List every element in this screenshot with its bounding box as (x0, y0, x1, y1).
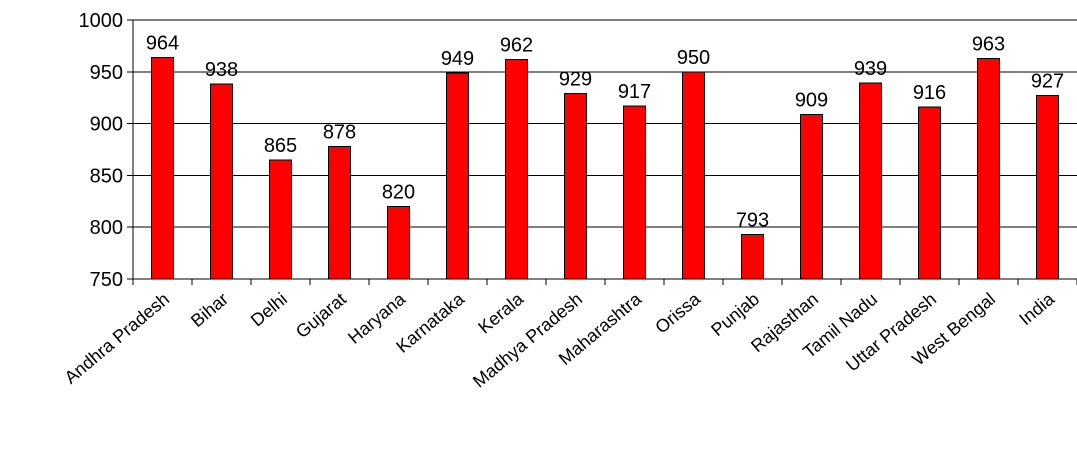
data-label-haryana: 820 (382, 181, 415, 203)
data-label-madhya-pradesh: 929 (559, 69, 592, 91)
data-label-karnataka: 949 (441, 48, 474, 70)
category-label-india: India (1015, 288, 1059, 329)
category-label-gujarat: Gujarat (292, 289, 350, 342)
bar-maharashtra (623, 105, 646, 280)
category-label-delhi: Delhi (247, 289, 291, 331)
y-tick-label-950: 950 (90, 62, 123, 84)
bar-bihar (210, 83, 233, 280)
bar-karnataka (446, 72, 469, 280)
y-tick-label-850: 850 (90, 165, 123, 187)
bar-uttar-pradesh (918, 106, 941, 280)
data-label-delhi: 865 (264, 135, 297, 157)
category-label-kerala: Kerala (474, 288, 527, 337)
bar-punjab (741, 233, 764, 280)
bar-delhi (269, 159, 292, 280)
data-label-gujarat: 878 (323, 121, 356, 143)
category-label-punjab: Punjab (707, 289, 763, 340)
category-label-andhra-pradesh: Andhra Pradesh (61, 289, 174, 388)
data-label-orissa: 950 (677, 47, 710, 69)
bar-andhra-pradesh (151, 56, 174, 280)
y-tick-label-800: 800 (90, 217, 123, 239)
axes (127, 19, 1077, 285)
bar-haryana (387, 205, 410, 280)
data-label-bihar: 938 (205, 59, 238, 81)
data-label-maharashtra: 917 (618, 81, 651, 103)
data-label-punjab: 793 (736, 209, 769, 231)
data-label-andhra-pradesh: 964 (146, 32, 179, 54)
y-tick-label-750: 750 (90, 269, 123, 291)
data-label-india: 927 (1031, 71, 1064, 93)
category-label-bihar: Bihar (187, 289, 232, 331)
bar-rajasthan (800, 113, 823, 280)
data-label-tamil-nadu: 939 (854, 58, 887, 80)
data-label-rajasthan: 909 (795, 89, 828, 111)
data-label-west-bengal: 963 (972, 33, 1005, 55)
bar-gujarat (328, 145, 351, 280)
data-label-uttar-pradesh: 916 (913, 82, 946, 104)
bar-west-bengal (977, 57, 1000, 280)
category-label-orissa: Orissa (651, 288, 704, 337)
bar-kerala (505, 58, 528, 280)
bar-tamil-nadu (859, 82, 882, 280)
bar-orissa (682, 71, 705, 280)
category-label-madhya-pradesh: Madhya Pradesh (469, 289, 586, 392)
y-tick-label-1000: 1000 (79, 10, 124, 32)
bar-madhya-pradesh (564, 93, 587, 280)
y-tick-label-900: 900 (90, 114, 123, 136)
bar-india (1036, 95, 1059, 280)
data-label-kerala: 962 (500, 34, 533, 56)
